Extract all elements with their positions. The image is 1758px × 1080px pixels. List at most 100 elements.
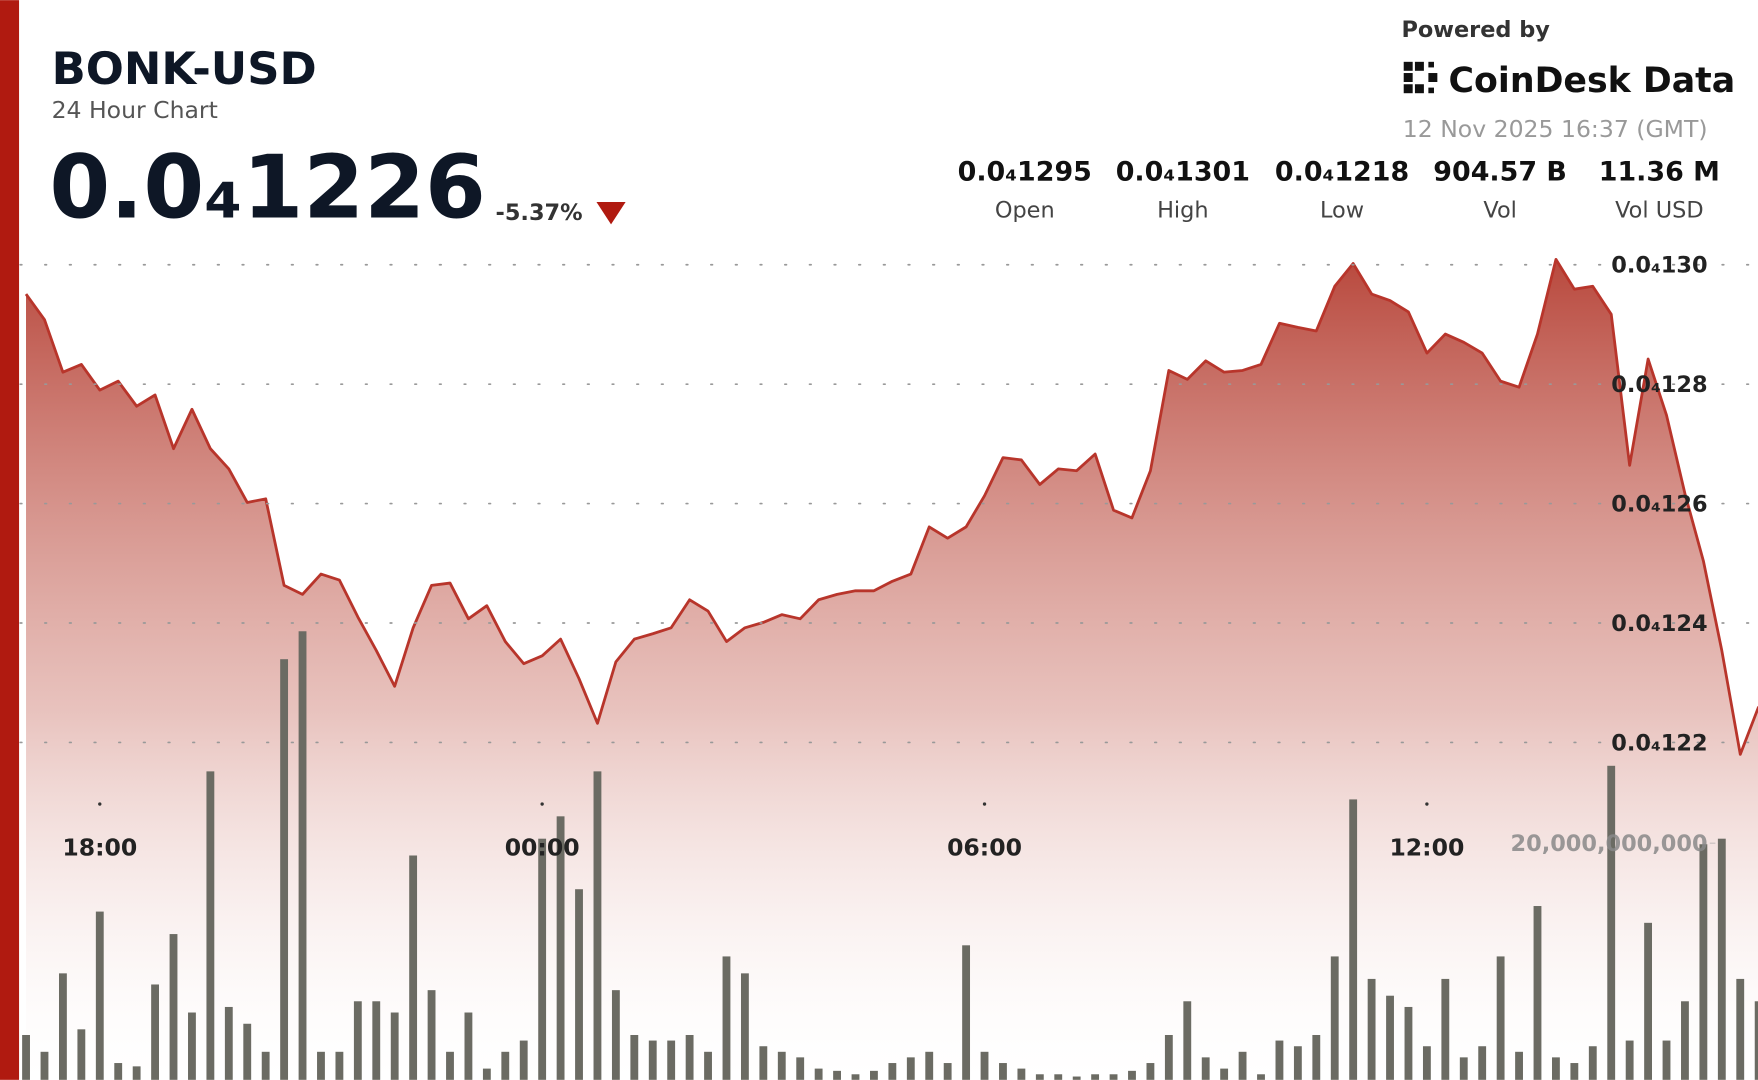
down-arrow <box>596 201 626 225</box>
brand: CoinDesk Data <box>1449 61 1736 101</box>
volume-bar <box>1220 1068 1229 1080</box>
accent-bar <box>0 0 20 1080</box>
volume-bar <box>1699 844 1708 1080</box>
volume-bar <box>870 1070 878 1080</box>
volume-bar <box>1422 1046 1431 1080</box>
volume-bar <box>22 1034 30 1080</box>
volume-bar <box>906 1057 915 1080</box>
x-tick-label: 06:00 <box>947 834 1022 862</box>
volume-bar <box>1054 1074 1063 1080</box>
volume-bar <box>1201 1057 1210 1080</box>
stat-label: Vol <box>1483 198 1517 224</box>
volume-bar <box>888 1063 897 1080</box>
change: -5.37% <box>496 200 583 226</box>
volume-bar <box>556 816 565 1080</box>
volume-bar <box>1754 1001 1758 1080</box>
volume-bar <box>648 1040 657 1080</box>
volume-bar <box>722 956 731 1080</box>
y-tick-label: 0.0₄124 <box>1611 611 1707 637</box>
volume-bar <box>1607 765 1616 1080</box>
volume-bar <box>1644 922 1653 1080</box>
volume-bar <box>40 1051 49 1080</box>
volume-bar <box>372 1001 381 1080</box>
volume-bar <box>1736 978 1745 1080</box>
volume-bar <box>298 631 307 1080</box>
volume-bar <box>151 984 160 1080</box>
volume-bar <box>1515 1051 1523 1080</box>
x-tick <box>1425 802 1429 806</box>
volume-bar <box>943 1063 952 1080</box>
volume-bar <box>759 1046 768 1080</box>
volume-bar <box>169 934 178 1080</box>
volume-bar <box>1109 1074 1118 1080</box>
y-tick-label: 0.0₄122 <box>1611 730 1707 756</box>
x-tick-label: 12:00 <box>1389 834 1464 862</box>
volume-bar <box>501 1051 510 1080</box>
volume-bar <box>1128 1070 1136 1080</box>
volume-bar <box>1183 1001 1192 1080</box>
volume-bar <box>206 771 215 1080</box>
price-area <box>26 259 1758 1080</box>
volume-bar <box>1459 1057 1468 1080</box>
x-tick-label: 00:00 <box>505 834 580 862</box>
powered-by: Powered by <box>1401 17 1550 43</box>
stat-label: Open <box>995 198 1055 224</box>
volume-bar <box>611 990 620 1080</box>
y-tick-label: 0.0₄130 <box>1611 253 1707 279</box>
volume-bar <box>575 889 583 1080</box>
volume-bar <box>1662 1040 1671 1080</box>
volume-bar <box>1404 1006 1413 1080</box>
volume-bar <box>335 1051 344 1080</box>
volume-bar <box>980 1051 989 1080</box>
volume-bar <box>593 771 602 1080</box>
ticker: BONK-USD <box>52 42 317 95</box>
volume-bar <box>132 1066 141 1080</box>
volume-bar <box>427 990 436 1080</box>
volume-bar <box>317 1051 325 1080</box>
stat-value: 11.36 M <box>1599 157 1720 188</box>
volume-bar <box>1035 1074 1044 1080</box>
volume-bar <box>1072 1076 1081 1080</box>
y-tick-label: 0.0₄128 <box>1611 372 1707 398</box>
volume-bar <box>114 1063 123 1080</box>
volume-bar <box>1441 978 1450 1080</box>
volume-bar <box>58 973 67 1080</box>
volume-bar <box>1551 1057 1560 1080</box>
volume-bar <box>188 1012 196 1080</box>
volume-bar <box>740 973 749 1080</box>
volume-bar <box>1164 1034 1173 1080</box>
volume-bar <box>353 1001 362 1080</box>
volume-bar <box>261 1051 270 1080</box>
stat-label: High <box>1157 198 1208 224</box>
x-tick <box>982 802 987 806</box>
volume-bar <box>1146 1063 1155 1080</box>
volume-bar <box>1238 1051 1247 1080</box>
x-tick-label: 18:00 <box>62 834 137 862</box>
volume-bar <box>390 1012 399 1080</box>
volume-bar <box>1533 906 1542 1080</box>
price: 0.0₄1226 <box>49 137 486 239</box>
volume-bar <box>1330 956 1339 1080</box>
volume-bar <box>814 1068 823 1080</box>
volume-bar <box>851 1074 860 1080</box>
stat-label: Vol USD <box>1615 198 1704 224</box>
volume-bar <box>1625 1040 1634 1080</box>
volume-bar <box>1717 838 1726 1080</box>
volume-bar <box>95 911 104 1080</box>
volume-bar <box>833 1070 841 1080</box>
volume-bar <box>538 838 547 1080</box>
volume-bar <box>77 1029 86 1080</box>
y-tick-label: 0.0₄126 <box>1611 491 1707 517</box>
volume-bar <box>777 1051 786 1080</box>
volume-bar <box>925 1051 934 1080</box>
y2-tick-label: 20,000,000,000 <box>1511 831 1708 857</box>
x-tick <box>98 802 102 806</box>
volume-bar <box>1588 1046 1597 1080</box>
volume-bar <box>409 855 418 1080</box>
stat-value: 0.0₄1295 <box>958 157 1092 188</box>
stat-value: 904.57 B <box>1433 157 1567 188</box>
volume-bar <box>1386 995 1394 1080</box>
volume-bar <box>667 1040 676 1080</box>
